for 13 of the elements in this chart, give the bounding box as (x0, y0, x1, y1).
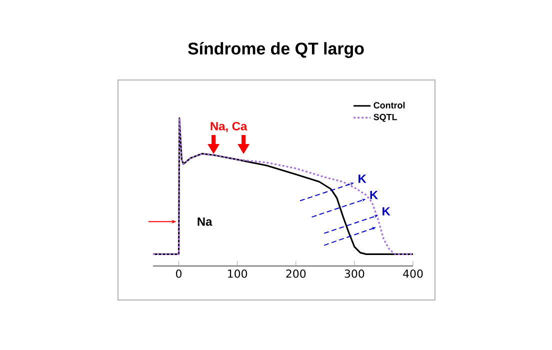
x-tick-label: 300 (344, 270, 364, 278)
annotation: Na (198, 217, 212, 226)
legend-label: Control (374, 102, 405, 108)
annotation: K (382, 207, 390, 216)
x-tick-label: 400 (403, 270, 423, 278)
annotation: Na, Ca (210, 122, 248, 132)
x-tick-label: 0 (176, 270, 182, 278)
chart-title: Síndrome de QT largo (188, 42, 364, 58)
legend-label: SQTL (374, 114, 397, 122)
annotation: K (370, 190, 378, 200)
x-tick-label: 100 (228, 270, 248, 278)
x-tick-label: 200 (286, 270, 306, 278)
annotation: K (358, 174, 366, 183)
